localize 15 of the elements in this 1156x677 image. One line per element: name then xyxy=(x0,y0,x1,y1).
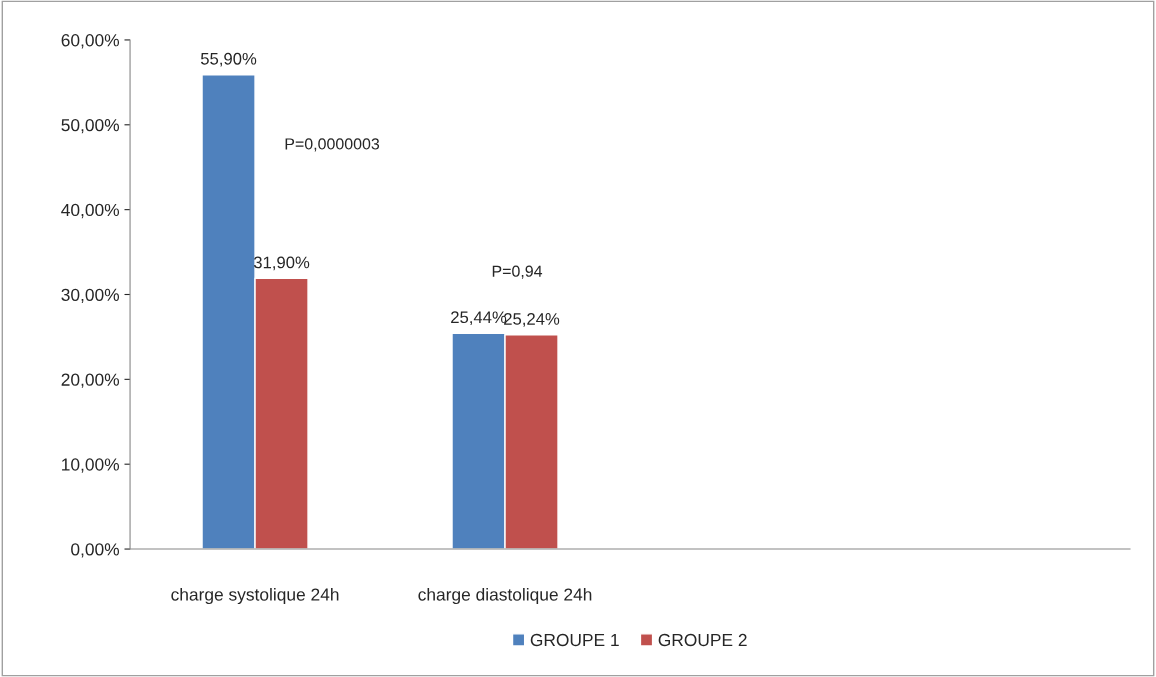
legend-label: GROUPE 1 xyxy=(530,633,619,647)
legend-label: GROUPE 2 xyxy=(658,633,747,647)
y-tick-label: 50,00% xyxy=(61,118,120,134)
y-tick-label: 10,00% xyxy=(62,458,120,473)
annotation: P=0,94 xyxy=(492,265,543,279)
y-tick-label: 60,00% xyxy=(61,34,120,49)
y-tick-label: 0,00% xyxy=(71,543,120,558)
x-tick-label: charge systolique 24h xyxy=(171,587,339,605)
y-tick-label: 40,00% xyxy=(61,203,120,219)
x-tick-label: charge diastolique 24h xyxy=(418,587,592,605)
data-label: 31,90% xyxy=(253,256,310,271)
annotation: P=0,0000003 xyxy=(285,138,380,152)
y-tick-label: 30,00% xyxy=(61,288,120,304)
data-label: 55,90% xyxy=(200,52,257,67)
y-tick-label: 20,00% xyxy=(61,373,120,388)
